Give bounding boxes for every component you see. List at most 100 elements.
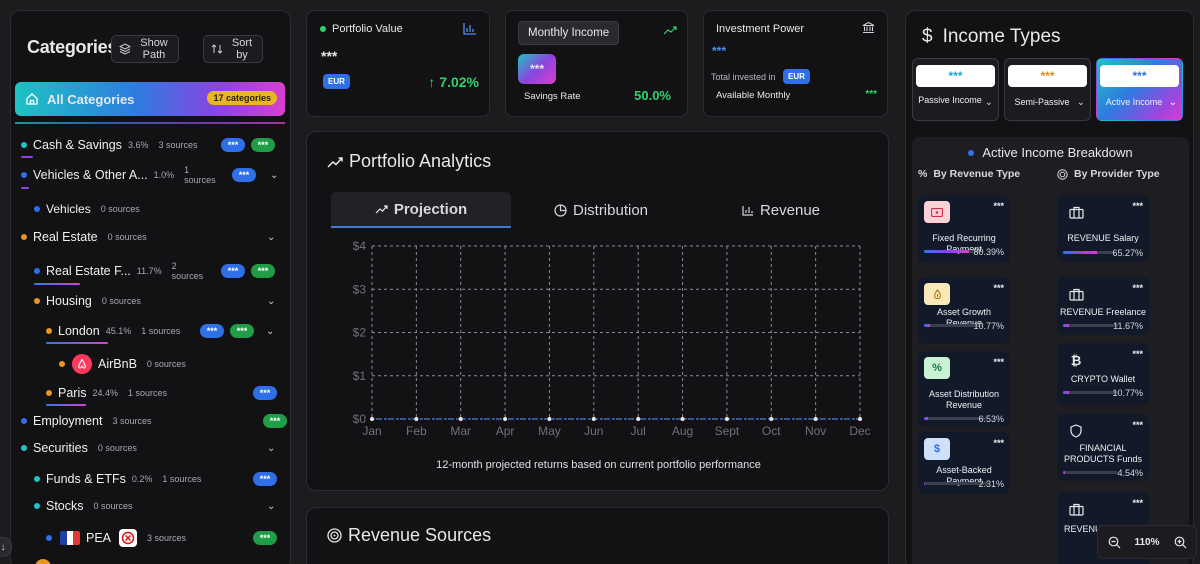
category-dot	[21, 142, 27, 148]
income-types-heading: $ Income Types	[922, 26, 1061, 48]
data-point	[547, 417, 552, 421]
revenue-type-card[interactable]: $ *** Asset-Backed Payment 2.31%	[918, 432, 1010, 494]
provider-type-track	[1063, 391, 1118, 394]
category-dot	[34, 206, 40, 212]
income-type-passive[interactable]: *** Passive Income ⌄	[912, 58, 999, 121]
category-real-estate[interactable]: Real Estate 0 sources ⌄	[21, 227, 275, 247]
category-name: Stocks	[46, 499, 84, 513]
category-london[interactable]: London 45.1% 1 sources *** *** ⌄	[46, 321, 274, 341]
income-types-title: Income Types	[942, 26, 1061, 47]
category-real-estate-funds[interactable]: Real Estate F... 11.7% 2 sources *** ***	[34, 261, 275, 281]
category-dot	[34, 298, 40, 304]
tab-projection[interactable]: Projection	[331, 192, 511, 228]
provider-type-card[interactable]: *** REVENUE Freelance 11.67%	[1057, 277, 1149, 335]
chevron-down-icon[interactable]: ⌄	[267, 500, 276, 512]
category-sources: 3 sources	[147, 533, 187, 543]
category-securities[interactable]: Securities 0 sources ⌄	[21, 438, 275, 458]
category-sources: 2 sources	[171, 261, 204, 281]
provider-type-value: ***	[1132, 201, 1143, 211]
savings-rate-value: 50.0%	[634, 88, 671, 103]
available-monthly-value: ***	[865, 89, 877, 100]
data-point	[813, 417, 818, 421]
category-sources: 1 sources	[128, 388, 168, 398]
provider-type-pct: 11.67%	[1113, 321, 1143, 331]
category-vehicles[interactable]: Vehicles 0 sources	[34, 199, 140, 219]
category-paris[interactable]: Paris 24.4% 1 sources ***	[46, 383, 277, 403]
provider-type-card[interactable]: *** REVENUE Salary 65.27%	[1057, 195, 1149, 262]
category-cash-savings[interactable]: Cash & Savings 3.6% 3 sources *** ***	[21, 135, 275, 155]
revenue-type-pct: 10.77%	[973, 321, 1004, 331]
category-employment[interactable]: Employment 3 sources ***	[21, 411, 287, 431]
zoom-in-button[interactable]	[1170, 532, 1190, 552]
revenue-type-fill	[924, 324, 931, 327]
category-dot	[46, 328, 52, 334]
badge-blue: ***	[253, 386, 277, 400]
category-name: AirBnB	[98, 357, 137, 371]
income-type-semi-passive[interactable]: *** Semi-Passive ⌄	[1004, 58, 1091, 121]
provider-type-name: REVENUE Freelance	[1059, 307, 1147, 317]
revenue-type-card[interactable]: *** Fixed Recurring Payment 80.39%	[918, 195, 1010, 263]
provider-type-fill	[1063, 471, 1066, 474]
revenue-type-card[interactable]: *** Asset Growth Revenue 10.77%	[918, 277, 1010, 344]
chevron-down-icon[interactable]: ⌄	[266, 325, 275, 337]
show-path-label: Show Path	[140, 37, 168, 61]
badge-blue: ***	[200, 324, 224, 338]
revenue-type-card[interactable]: % *** Asset Distribution Revenue 6.53%	[918, 351, 1010, 427]
revenue-type-fill	[924, 250, 970, 253]
provider-type-card[interactable]: *** FINANCIAL PRODUCTS Funds 4.54%	[1057, 414, 1149, 481]
provider-type-fill	[1063, 251, 1097, 254]
show-path-button[interactable]: Show Path	[111, 35, 179, 63]
by-provider-type-label: By Provider Type	[1074, 168, 1160, 180]
x-tick-label: Jul	[631, 424, 646, 438]
monthly-income-card: Monthly Income *** Savings Rate 50.0%	[505, 10, 688, 117]
chevron-down-icon: ⌄	[1168, 97, 1177, 108]
all-categories-button[interactable]: All Categories 17 categories	[15, 82, 285, 116]
portfolio-change-value: 7.02%	[439, 74, 479, 90]
portfolio-change: ↑ 7.02%	[428, 74, 479, 90]
income-types-panel: $ Income Types *** Passive Income ⌄ *** …	[905, 10, 1194, 564]
provider-type-track	[1063, 471, 1118, 474]
provider-type-value: ***	[1132, 498, 1143, 508]
tab-distribution[interactable]: Distribution	[511, 192, 691, 228]
portfolio-value-label: Portfolio Value	[332, 23, 403, 35]
income-type-name: Active Income	[1105, 97, 1163, 107]
home-icon	[25, 92, 39, 106]
category-housing[interactable]: Housing 0 sources ⌄	[34, 291, 275, 311]
revenue-type-value: ***	[993, 283, 1004, 293]
next-category-icon	[35, 559, 51, 564]
chevron-down-icon[interactable]: ⌄	[267, 295, 276, 307]
currency-badge: EUR	[323, 74, 350, 89]
category-pct: 1.0%	[153, 170, 175, 180]
dollar-icon: $	[922, 26, 933, 47]
category-pea[interactable]: PEA 3 sources ***	[46, 528, 277, 548]
category-vehicles-other[interactable]: Vehicles & Other A... 1.0% 1 sources ***…	[21, 165, 278, 185]
provider-type-pct: 10.77%	[1112, 388, 1143, 398]
income-type-active[interactable]: *** Active Income ⌄	[1096, 58, 1183, 121]
category-name: Vehicles & Other A...	[33, 168, 148, 182]
chevron-down-icon[interactable]: ⌄	[267, 231, 276, 243]
target-icon	[1057, 168, 1068, 180]
provider-type-name: FINANCIAL PRODUCTS Funds	[1063, 443, 1143, 464]
tab-revenue[interactable]: Revenue	[691, 192, 871, 228]
dollar-icon: $	[924, 438, 950, 460]
badge-blue: ***	[232, 168, 256, 182]
revenue-type-name: Asset Distribution Revenue	[928, 389, 1000, 410]
provider-type-card[interactable]: ₿ *** CRYPTO Wallet 10.77%	[1057, 343, 1149, 405]
zoom-out-button[interactable]	[1104, 532, 1124, 552]
x-tick-label: Apr	[496, 424, 515, 438]
data-point	[414, 417, 419, 421]
category-share-bar	[46, 404, 86, 406]
category-sources: 0 sources	[100, 204, 140, 214]
revenue-type-name: Fixed Recurring Payment	[932, 233, 996, 254]
category-funds-etfs[interactable]: Funds & ETFs 0.2% 1 sources ***	[34, 469, 277, 489]
category-stocks[interactable]: Stocks 0 sources ⌄	[34, 496, 275, 516]
pea-logo-icon	[119, 529, 138, 547]
portfolio-value: ***	[321, 48, 338, 64]
x-tick-label: Aug	[672, 424, 693, 438]
category-dot	[21, 234, 27, 240]
category-airbnb[interactable]: AirBnB 0 sources	[59, 354, 186, 374]
chevron-down-icon[interactable]: ⌄	[270, 169, 279, 181]
category-sources: 1 sources	[141, 326, 181, 336]
sort-by-button[interactable]: Sort by	[203, 35, 263, 63]
chevron-down-icon[interactable]: ⌄	[267, 442, 276, 454]
